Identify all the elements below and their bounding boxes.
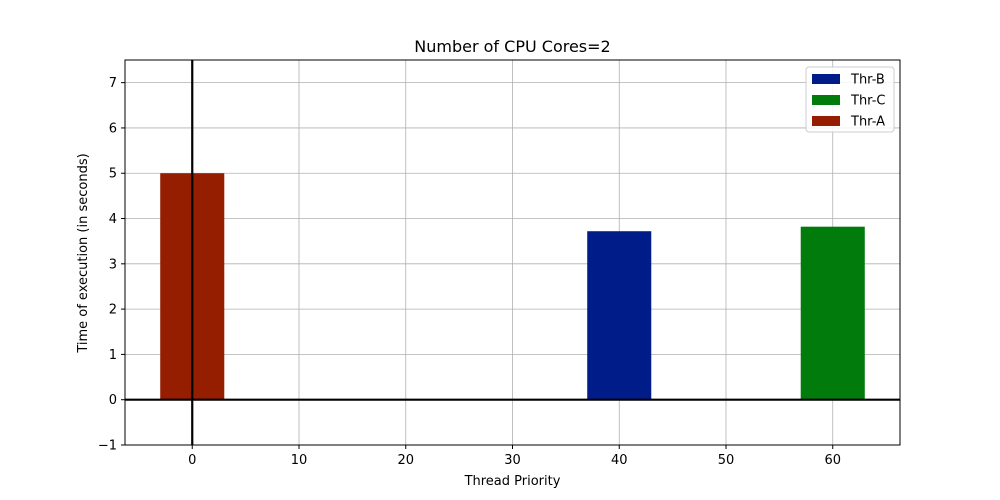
bar-thr-c <box>800 226 865 400</box>
x-tick-label: 0 <box>188 453 196 468</box>
x-tick-label: 10 <box>291 453 308 468</box>
grid <box>125 60 900 446</box>
legend: Thr-B Thr-C Thr-A <box>805 66 895 133</box>
x-tick-label: 30 <box>504 453 521 468</box>
x-tick-label: 20 <box>397 453 414 468</box>
y-ticks: −1 0 1 2 3 4 5 6 7 <box>98 76 125 454</box>
y-tick-label: 1 <box>109 348 117 363</box>
y-tick-label: 4 <box>109 212 117 227</box>
chart-title: Number of CPU Cores=2 <box>414 37 610 56</box>
y-tick-label: 2 <box>109 303 117 318</box>
x-tick-label: 40 <box>611 453 628 468</box>
x-tick-label: 60 <box>824 453 841 468</box>
y-tick-label: 6 <box>109 121 117 136</box>
bar-thr-b <box>587 231 652 400</box>
y-tick-label: 0 <box>109 393 117 408</box>
y-tick-label: 5 <box>109 167 117 182</box>
y-axis-label: Time of execution (in seconds) <box>76 153 91 353</box>
legend-swatch-thr-c <box>812 95 840 105</box>
legend-swatch-thr-a <box>812 116 840 126</box>
legend-label-thr-a: Thr-A <box>850 115 885 130</box>
x-ticks: 0 10 20 30 40 50 60 <box>188 445 841 468</box>
y-tick-label: 3 <box>109 257 117 272</box>
x-axis-label: Thread Priority <box>464 474 561 489</box>
y-tick-label: 7 <box>109 76 117 91</box>
legend-label-thr-c: Thr-C <box>850 94 885 109</box>
x-tick-label: 50 <box>718 453 735 468</box>
y-tick-label: −1 <box>98 439 117 454</box>
legend-swatch-thr-b <box>812 74 840 84</box>
legend-label-thr-b: Thr-B <box>850 73 885 88</box>
zero-axis-lines <box>125 60 900 445</box>
